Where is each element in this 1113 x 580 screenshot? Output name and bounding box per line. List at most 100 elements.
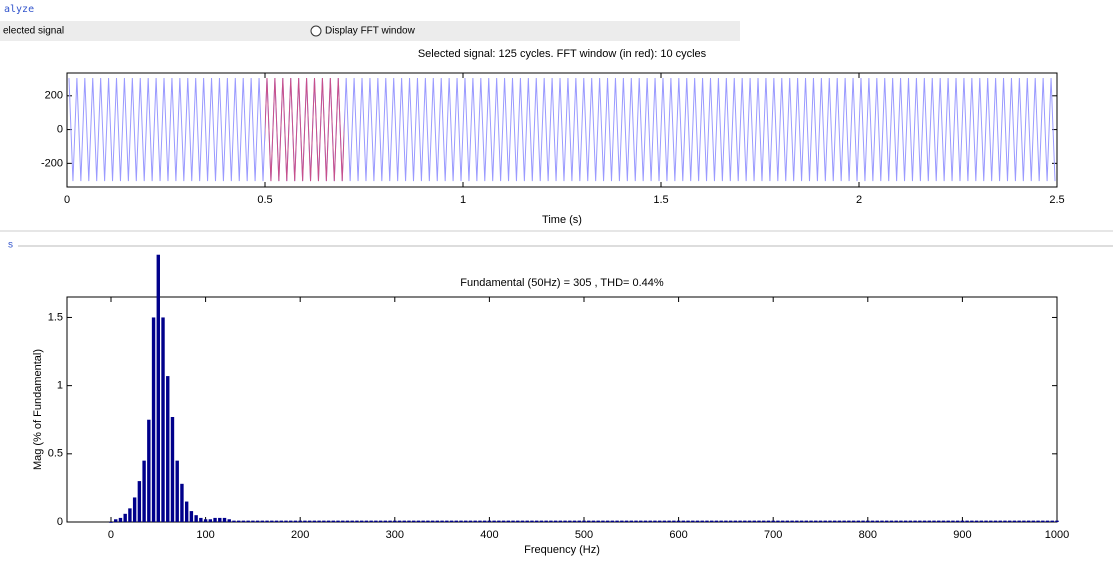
bar [289,520,293,522]
bar [218,517,222,522]
bar [511,520,515,522]
bar [714,520,719,522]
bar [979,520,984,522]
bar [402,520,406,522]
bar [1007,520,1012,522]
section-label: s [8,240,13,251]
bar [293,520,298,522]
bar [208,519,213,522]
bar [639,520,643,522]
bar [255,520,260,522]
bar [937,520,941,522]
bar [747,520,752,522]
bar [1050,520,1054,522]
plot-area [66,296,1058,523]
bar [374,520,378,522]
bar [643,520,648,522]
bar [1036,520,1040,522]
bar [918,520,922,522]
bar [497,520,501,522]
bar [601,520,605,522]
bar [927,520,931,522]
bar [1017,520,1021,522]
x-tick-label: 2 [856,194,862,206]
bar [676,520,681,522]
bar [364,520,369,522]
y-tick-label: 0.5 [48,448,63,460]
bar [951,520,955,522]
bar [984,520,988,522]
bar [416,520,421,522]
bar [577,520,581,522]
bar [260,520,265,522]
bar [1055,520,1059,522]
bar [908,520,913,522]
bar [894,520,898,522]
bar [184,501,189,522]
bar [464,520,468,522]
bar [227,519,231,522]
bar [591,520,596,522]
y-tick-label: -200 [41,157,63,169]
bar [341,520,345,522]
chart-title: Selected signal: 125 cycles. FFT window … [418,48,707,60]
bar [719,520,723,522]
bar [785,520,790,522]
bar [653,520,657,522]
bar [780,520,785,522]
bar [946,520,950,522]
bar [596,520,600,522]
bar [383,520,388,522]
bar [832,520,837,522]
bar [213,517,217,522]
bar [615,520,619,522]
x-tick-label: 400 [480,529,498,541]
bar [1045,520,1050,522]
bar [170,417,175,522]
bar [558,520,563,522]
bar [142,460,146,522]
bar [610,520,615,522]
bar [194,515,198,522]
bar [1003,520,1007,522]
bar [851,520,856,522]
bar [317,520,321,522]
bar [241,520,246,522]
bar [1031,520,1036,522]
bar [771,520,775,522]
x-tick-label: 900 [953,529,971,541]
bar [132,497,137,522]
bar [752,520,756,522]
bar [166,376,170,522]
bar [762,520,766,522]
x-tick-label: 1 [460,194,466,206]
bar [279,520,283,522]
bar [544,520,548,522]
y-tick-label: 0 [57,516,63,528]
bar [203,519,208,522]
bar [530,520,534,522]
bar [1012,520,1017,522]
bar [539,520,544,522]
radio-label[interactable]: Display FFT window [325,26,416,37]
bar [331,520,336,522]
radio-button[interactable] [310,25,322,37]
bar [307,520,312,522]
bar [766,520,771,522]
bar [393,520,397,522]
y-tick-label: 200 [45,90,63,102]
bar [525,520,529,522]
bar [312,520,317,522]
bar [965,520,969,522]
bar [989,520,993,522]
bar [705,520,709,522]
bar [672,520,676,522]
bar [473,520,477,522]
bar [516,520,520,522]
bar [232,520,236,522]
bar [814,520,818,522]
bar [251,520,255,522]
bar [842,520,846,522]
bar [799,520,804,522]
